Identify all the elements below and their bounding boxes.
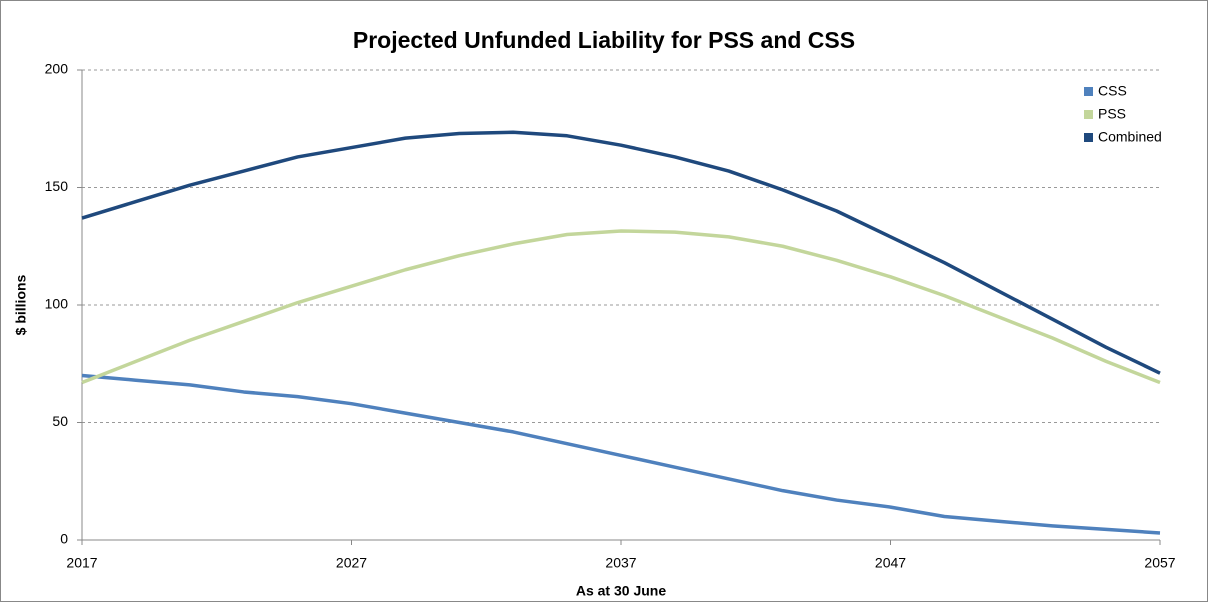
legend-swatch xyxy=(1084,110,1093,119)
x-tick-label: 2017 xyxy=(66,555,97,571)
legend-label: PSS xyxy=(1098,106,1126,122)
y-axis-title: $ billions xyxy=(13,274,29,335)
chart-title: Projected Unfunded Liability for PSS and… xyxy=(353,27,855,53)
legend-swatch xyxy=(1084,87,1093,96)
series-line xyxy=(81,130,1161,375)
y-tick-label: 100 xyxy=(45,296,69,312)
y-tick-label: 50 xyxy=(52,413,68,429)
legend-swatch xyxy=(1084,133,1093,142)
y-tick-label: 0 xyxy=(60,531,68,547)
x-axis-title: As at 30 June xyxy=(576,583,666,599)
legend-label: CSS xyxy=(1098,83,1127,99)
series-line xyxy=(81,229,1161,385)
x-tick-label: 2057 xyxy=(1144,555,1175,571)
legend-label: Combined xyxy=(1098,129,1162,145)
series-line xyxy=(81,373,1161,535)
y-tick-label: 150 xyxy=(45,178,69,194)
x-tick-label: 2037 xyxy=(605,555,636,571)
x-tick-label: 2047 xyxy=(875,555,906,571)
x-tick-label: 2027 xyxy=(336,555,367,571)
y-tick-label: 200 xyxy=(45,61,69,77)
